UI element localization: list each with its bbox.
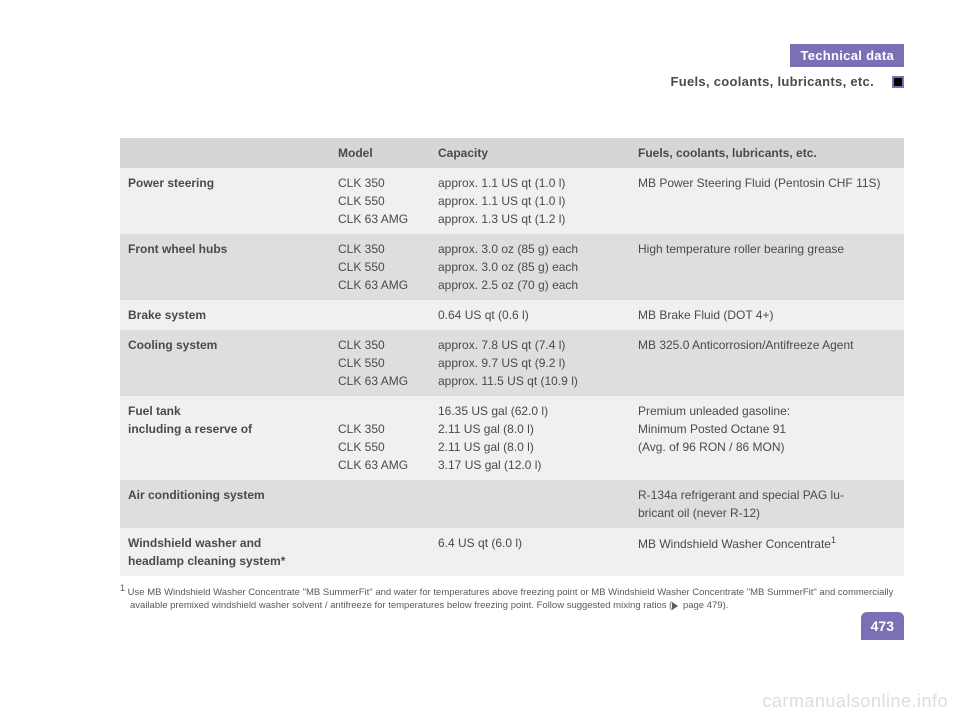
row-label: Windshield washer andheadlamp cleaning s… [120,528,330,576]
footnote: 1 Use MB Windshield Washer Concentrate "… [120,582,904,613]
row-fluid: MB Windshield Washer Concentrate1 [630,528,904,576]
row-fluid: MB 325.0 Anticorrosion/Antifreeze Agent [630,330,904,396]
footnote-text-b: page 479). [680,600,728,611]
table-row: Front wheel hubsCLK 350CLK 550CLK 63 AMG… [120,234,904,300]
row-fluid: MB Brake Fluid (DOT 4+) [630,300,904,330]
row-model: CLK 350CLK 550CLK 63 AMG [330,234,430,300]
col-model: Model [330,138,430,168]
fluids-table: Model Capacity Fuels, coolants, lubrican… [120,138,904,576]
row-model: CLK 350CLK 550CLK 63 AMG [330,168,430,234]
footnote-marker: 1 [120,583,125,593]
col-blank [120,138,330,168]
row-label: Power steering [120,168,330,234]
row-model: CLK 350CLK 550CLK 63 AMG [330,330,430,396]
table-header-row: Model Capacity Fuels, coolants, lubrican… [120,138,904,168]
page-header: Technical data Fuels, coolants, lubrican… [384,44,904,94]
row-model: CLK 350CLK 550CLK 63 AMG [330,396,430,480]
row-model [330,300,430,330]
triangle-icon [672,602,678,610]
page-number-badge: 473 [861,612,904,640]
row-capacity: approx. 1.1 US qt (1.0 l)approx. 1.1 US … [430,168,630,234]
row-label: Fuel tankincluding a reserve of [120,396,330,480]
section-title: Fuels, coolants, lubricants, etc. [670,69,884,94]
row-capacity: 16.35 US gal (62.0 l)2.11 US gal (8.0 l)… [430,396,630,480]
row-label: Brake system [120,300,330,330]
row-label: Cooling system [120,330,330,396]
row-model [330,480,430,528]
row-label: Front wheel hubs [120,234,330,300]
footnote-text-a: Use MB Windshield Washer Concentrate "MB… [128,587,894,611]
row-capacity [430,480,630,528]
fluids-table-container: Model Capacity Fuels, coolants, lubrican… [120,138,904,613]
section-marker-icon [892,76,904,88]
table-row: Cooling systemCLK 350CLK 550CLK 63 AMGap… [120,330,904,396]
col-fluids: Fuels, coolants, lubricants, etc. [630,138,904,168]
row-capacity: approx. 7.8 US qt (7.4 l)approx. 9.7 US … [430,330,630,396]
row-fluid: R-134a refrigerant and special PAG lu-br… [630,480,904,528]
row-fluid: High temperature roller bearing grease [630,234,904,300]
col-capacity: Capacity [430,138,630,168]
row-fluid: Premium unleaded gasoline:Minimum Posted… [630,396,904,480]
row-capacity: 6.4 US qt (6.0 l) [430,528,630,576]
table-row: Fuel tankincluding a reserve ofCLK 350CL… [120,396,904,480]
watermark: carmanualsonline.info [762,691,948,712]
chapter-title: Technical data [790,44,904,67]
row-fluid: MB Power Steering Fluid (Pentosin CHF 11… [630,168,904,234]
table-row: Windshield washer andheadlamp cleaning s… [120,528,904,576]
table-row: Power steeringCLK 350CLK 550CLK 63 AMGap… [120,168,904,234]
table-row: Brake system 0.64 US qt (0.6 l)MB Brake F… [120,300,904,330]
row-label: Air conditioning system [120,480,330,528]
table-row: Air conditioning system R-134a refrigeran… [120,480,904,528]
row-capacity: approx. 3.0 oz (85 g) eachapprox. 3.0 oz… [430,234,630,300]
row-capacity: 0.64 US qt (0.6 l) [430,300,630,330]
row-model [330,528,430,576]
